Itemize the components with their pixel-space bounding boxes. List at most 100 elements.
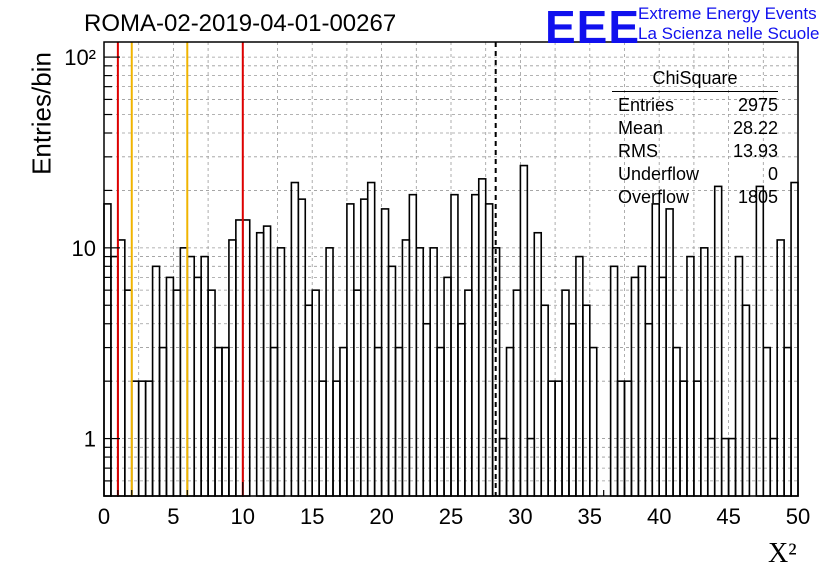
x-tick-label: 10 (231, 504, 255, 529)
stats-row-overflow: Overflow 1805 (612, 186, 778, 209)
histogram-bars (103, 164, 799, 497)
histogram-bin (311, 289, 320, 497)
histogram-bin (783, 346, 792, 497)
stats-label: RMS (618, 141, 658, 161)
histogram-bin (408, 193, 418, 497)
histogram-bin (186, 255, 196, 497)
histogram-bin (276, 247, 286, 497)
x-tick-label: 5 (167, 504, 179, 529)
page-title: ROMA-02-2019-04-01-00267 (84, 10, 397, 37)
histogram-bin (172, 289, 182, 497)
histogram-bin (255, 231, 265, 497)
histogram-bin (672, 346, 681, 497)
histogram-bin (464, 289, 473, 497)
histogram-bin (200, 255, 209, 497)
stats-label: Underflow (618, 164, 700, 184)
y-tick-label: 1 (84, 427, 96, 452)
stats-label: Mean (618, 118, 664, 138)
histogram-bin (165, 276, 175, 497)
histogram-bin (741, 304, 751, 497)
histogram-bin (373, 346, 383, 497)
stats-row-mean: Mean 28.22 (612, 117, 778, 140)
histogram-bin (117, 239, 126, 497)
histogram-bin (207, 289, 216, 497)
histogram-bin (686, 255, 695, 497)
histogram-bin (540, 304, 549, 497)
histogram-bin (505, 346, 515, 497)
histogram-bin (436, 346, 445, 497)
histogram-bin (221, 346, 230, 497)
stats-row-underflow: Underflow 0 (612, 163, 778, 186)
histogram-bin (415, 247, 425, 497)
histogram-bin (110, 255, 119, 497)
eee-logo: EEE (545, 1, 641, 53)
histogram-bin (304, 304, 314, 497)
histogram-bin (380, 208, 390, 497)
histogram-bin (561, 289, 570, 497)
x-tick-label: 30 (508, 504, 532, 529)
histogram-bin (228, 239, 237, 497)
x-tick-label: 25 (439, 504, 463, 529)
x-tick-label: 20 (369, 504, 393, 529)
histogram-bin (158, 346, 168, 497)
y-tick-label: 10 (72, 236, 96, 261)
histogram-bin (214, 346, 223, 497)
histogram-bin (193, 276, 202, 497)
histogram-bin (734, 255, 744, 497)
histogram-bin (755, 185, 765, 497)
histogram-bin (588, 346, 598, 497)
x-axis-label: X² (768, 538, 797, 569)
histogram-bin (429, 247, 438, 497)
histogram-bin (290, 181, 300, 497)
histogram-bin (630, 276, 640, 497)
histogram-bin (471, 193, 480, 497)
stats-row-entries: Entries 2975 (612, 94, 778, 117)
histogram-bin (394, 346, 404, 497)
histogram-bin (700, 247, 709, 497)
histogram-bin (450, 193, 459, 497)
vertical-markers (116, 42, 497, 496)
histogram-bin (242, 219, 251, 497)
histogram-bin (512, 289, 522, 497)
stats-label: Entries (618, 95, 675, 115)
logo-line-1: Extreme Energy Events (638, 4, 817, 23)
histogram-bin (762, 346, 772, 497)
histogram-bin (235, 219, 244, 497)
histogram-bin (582, 304, 591, 497)
histogram-bin (665, 208, 674, 497)
stats-row-rms: RMS 13.93 (612, 140, 778, 163)
histogram-bin (401, 239, 411, 497)
histogram-bin (658, 276, 667, 497)
histogram-bin (179, 247, 189, 497)
histogram-bin (575, 255, 584, 497)
stats-value: 0 (767, 164, 778, 184)
stats-value: 1805 (737, 187, 778, 207)
histogram-bin (790, 181, 799, 497)
histogram-bin (366, 181, 376, 497)
y-axis-label: Entries/bin (26, 52, 57, 175)
histogram-bin (644, 322, 654, 497)
histogram-bin (325, 247, 334, 497)
stats-value: 2975 (737, 95, 778, 115)
histogram-bin (269, 346, 279, 497)
x-tick-label: 15 (300, 504, 324, 529)
histogram-bin (124, 289, 133, 497)
histogram-bin (519, 164, 529, 497)
histogram-bin (443, 276, 452, 497)
histogram-bin (713, 185, 723, 497)
histogram-bin (339, 346, 348, 497)
x-tick-label: 0 (98, 504, 110, 529)
histogram-bin (477, 178, 487, 497)
logo-line-2: La Scienza nelle Scuole (638, 24, 820, 43)
histogram-bin (533, 231, 543, 497)
stats-value: 13.93 (732, 141, 778, 161)
x-tick-label: 35 (578, 504, 602, 529)
stats-title: ChiSquare (612, 68, 778, 92)
stats-value: 28.22 (732, 118, 778, 138)
x-tick-label: 50 (786, 504, 810, 529)
histogram-bin (422, 322, 431, 497)
histogram-bin (568, 322, 577, 497)
x-tick-label: 45 (716, 504, 740, 529)
stats-label: Overflow (618, 187, 690, 207)
